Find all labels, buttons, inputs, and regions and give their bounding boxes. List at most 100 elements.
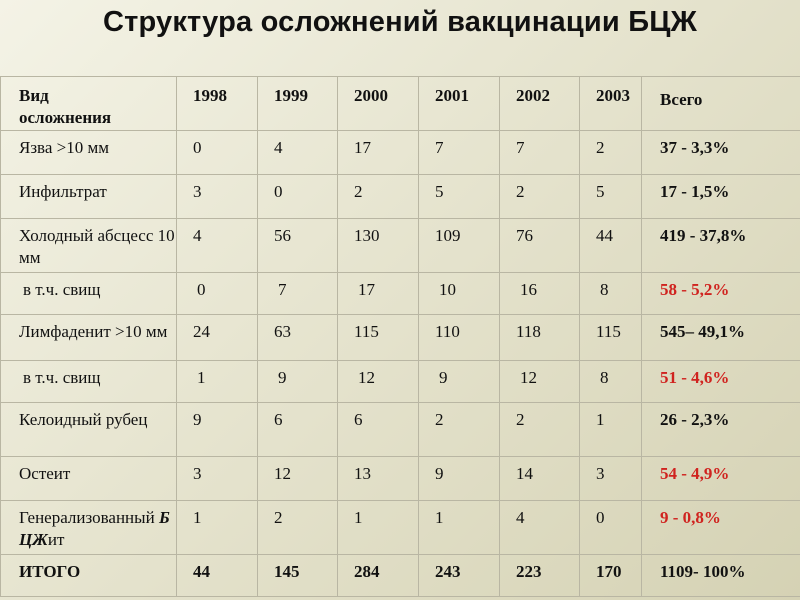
table-row: в т.ч. свищ 1 9 12 9 12 8 51 - 4,6% xyxy=(0,360,800,403)
row-value: 0 xyxy=(176,272,258,315)
row-value: 170 xyxy=(579,554,642,597)
header-type-line2: осложнения xyxy=(19,108,112,127)
row-value: 4 xyxy=(257,130,338,175)
row-value: 2 xyxy=(579,130,642,175)
row-value: 2 xyxy=(499,174,580,219)
row-value: 44 xyxy=(176,554,258,597)
row-total: 54 - 4,9% xyxy=(641,456,800,501)
row-value: 4 xyxy=(499,500,580,555)
header-type: Вид осложнения xyxy=(0,76,177,131)
row-value: 9 xyxy=(257,360,338,403)
row-total: 9 - 0,8% xyxy=(641,500,800,555)
row-value: 12 xyxy=(257,456,338,501)
row-name: Генерализованный БЦЖит xyxy=(0,500,177,555)
table-row: Лимфаденит >10 мм 24 63 115 110 118 115 … xyxy=(0,314,800,361)
row-value: 223 xyxy=(499,554,580,597)
row-name-suffix: ит xyxy=(47,530,65,549)
row-total: 17 - 1,5% xyxy=(641,174,800,219)
row-value: 16 xyxy=(499,272,580,315)
row-value: 1 xyxy=(579,402,642,457)
row-name: Инфильтрат xyxy=(0,174,177,219)
row-value: 17 xyxy=(337,272,419,315)
row-total: 1109- 100% xyxy=(641,554,800,597)
row-value: 1 xyxy=(418,500,500,555)
table-row: Генерализованный БЦЖит 1 2 1 1 4 0 9 - 0… xyxy=(0,500,800,555)
header-year: 2001 xyxy=(418,76,500,131)
row-value: 115 xyxy=(337,314,419,361)
row-value: 63 xyxy=(257,314,338,361)
row-total: 37 - 3,3% xyxy=(641,130,800,175)
row-total: 58 - 5,2% xyxy=(641,272,800,315)
table-row: Холодный абсцесс 10 мм 4 56 130 109 76 4… xyxy=(0,218,800,273)
row-total: 26 - 2,3% xyxy=(641,402,800,457)
row-value: 24 xyxy=(176,314,258,361)
row-value: 8 xyxy=(579,360,642,403)
row-value: 2 xyxy=(418,402,500,457)
table-row: Остеит 3 12 13 9 14 3 54 - 4,9% xyxy=(0,456,800,501)
row-value: 44 xyxy=(579,218,642,273)
row-value: 145 xyxy=(257,554,338,597)
row-name: ИТОГО xyxy=(0,554,177,597)
row-value: 0 xyxy=(257,174,338,219)
row-value: 284 xyxy=(337,554,419,597)
row-value: 9 xyxy=(418,456,500,501)
header-type-line1: Вид xyxy=(19,86,49,105)
row-value: 110 xyxy=(418,314,500,361)
row-name: Лимфаденит >10 мм xyxy=(0,314,177,361)
row-value: 5 xyxy=(418,174,500,219)
row-total: 51 - 4,6% xyxy=(641,360,800,403)
header-total: Всего xyxy=(641,76,800,131)
row-value: 109 xyxy=(418,218,500,273)
row-value: 1 xyxy=(176,360,258,403)
row-value: 3 xyxy=(579,456,642,501)
row-value: 2 xyxy=(257,500,338,555)
row-value: 7 xyxy=(499,130,580,175)
page-title: Структура осложнений вакцинации БЦЖ xyxy=(102,6,698,38)
row-value: 13 xyxy=(337,456,419,501)
row-value: 4 xyxy=(176,218,258,273)
table-row: Язва >10 мм 0 4 17 7 7 2 37 - 3,3% xyxy=(0,130,800,175)
row-value: 3 xyxy=(176,174,258,219)
row-value: 118 xyxy=(499,314,580,361)
row-value: 2 xyxy=(499,402,580,457)
row-value: 12 xyxy=(499,360,580,403)
row-value: 76 xyxy=(499,218,580,273)
row-value: 6 xyxy=(337,402,419,457)
row-value: 1 xyxy=(176,500,258,555)
table-header-row: Вид осложнения 1998 1999 2000 2001 2002 … xyxy=(0,76,800,131)
row-value: 10 xyxy=(418,272,500,315)
row-value: 56 xyxy=(257,218,338,273)
row-value: 1 xyxy=(337,500,419,555)
row-total: 419 - 37,8% xyxy=(641,218,800,273)
row-value: 7 xyxy=(257,272,338,315)
row-value: 14 xyxy=(499,456,580,501)
row-value: 9 xyxy=(418,360,500,403)
complications-table: Вид осложнения 1998 1999 2000 2001 2002 … xyxy=(0,76,800,597)
table-row: Келоидный рубец 9 6 6 2 2 1 26 - 2,3% xyxy=(0,402,800,457)
row-name: в т.ч. свищ xyxy=(0,360,177,403)
row-name: Язва >10 мм xyxy=(0,130,177,175)
row-name-emphasis: БЦЖ xyxy=(19,508,170,549)
row-value: 17 xyxy=(337,130,419,175)
row-value: 0 xyxy=(176,130,258,175)
table-row: Инфильтрат 3 0 2 5 2 5 17 - 1,5% xyxy=(0,174,800,219)
row-name: Холодный абсцесс 10 мм xyxy=(0,218,177,273)
table-row: в т.ч. свищ 0 7 17 10 16 8 58 - 5,2% xyxy=(0,272,800,315)
row-name: Остеит xyxy=(0,456,177,501)
row-value: 2 xyxy=(337,174,419,219)
row-name-prefix: Генерализованный xyxy=(19,508,159,527)
header-year: 1999 xyxy=(257,76,338,131)
header-year: 2002 xyxy=(499,76,580,131)
row-value: 12 xyxy=(337,360,419,403)
header-year: 2000 xyxy=(337,76,419,131)
row-total: 545– 49,1% xyxy=(641,314,800,361)
row-value: 8 xyxy=(579,272,642,315)
row-value: 9 xyxy=(176,402,258,457)
header-year: 2003 xyxy=(579,76,642,131)
row-value: 130 xyxy=(337,218,419,273)
row-value: 7 xyxy=(418,130,500,175)
row-value: 115 xyxy=(579,314,642,361)
row-value: 3 xyxy=(176,456,258,501)
row-name: Келоидный рубец xyxy=(0,402,177,457)
row-value: 5 xyxy=(579,174,642,219)
